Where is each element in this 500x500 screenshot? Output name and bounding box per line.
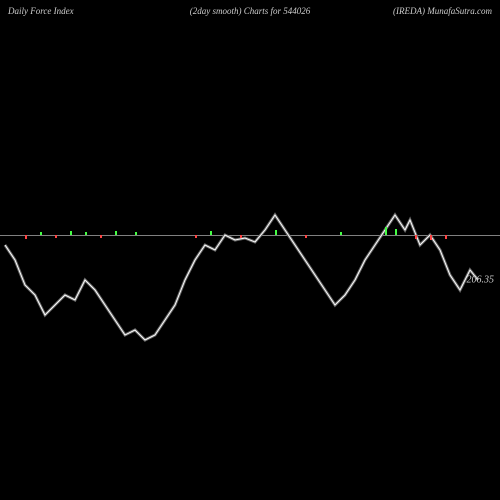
force-bar [305,235,307,238]
force-bar [210,231,212,235]
force-bar [195,235,197,238]
header-title-right: (IREDA) MunafaSutra.com [331,6,492,16]
force-bar [85,232,87,235]
force-bar [415,235,417,239]
force-bar [25,235,27,239]
force-bar [135,232,137,235]
force-bar [240,235,242,238]
force-bar [275,230,277,235]
force-index-chart: 206.35 [0,20,500,500]
force-bar [430,235,432,240]
chart-header: Daily Force Index (2day smooth) Charts f… [0,0,500,22]
force-bar [395,229,397,235]
force-bar [100,235,102,238]
force-bar [340,232,342,235]
force-bar [115,231,117,235]
price-line [0,20,500,500]
current-price-label: 206.35 [467,275,495,286]
header-title-left: Daily Force Index [8,6,169,16]
force-bar [70,231,72,235]
header-title-center: (2day smooth) Charts for 544026 [169,6,330,16]
force-bar [445,235,447,239]
force-bar [385,227,387,235]
force-bar [40,232,42,235]
force-bar [55,235,57,238]
